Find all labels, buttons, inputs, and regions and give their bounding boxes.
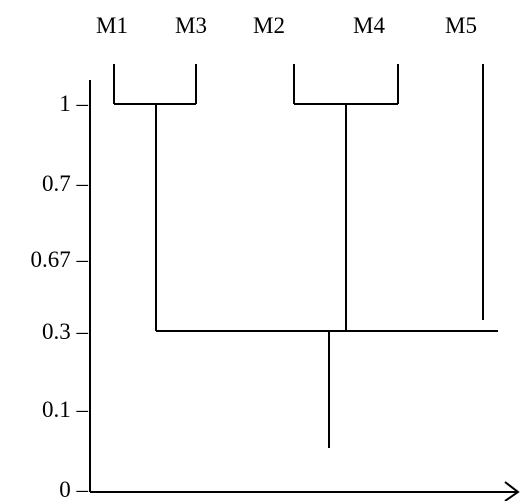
y-tick-label-0.1: 0.1 –: [42, 397, 89, 422]
y-tick-label-0.3: 0.3 –: [42, 319, 89, 344]
x-axis-arrowhead: [504, 481, 520, 501]
y-tick-label-0.7: 0.7 –: [42, 171, 89, 196]
leaf-label-m4: M4: [353, 13, 385, 38]
y-tick-label-1: 1 –: [59, 91, 88, 116]
y-tick-label-0.67: 0.67 –: [31, 247, 89, 272]
y-tick-label-0: 0 –: [59, 477, 88, 501]
leaf-label-m1: M1: [96, 13, 128, 38]
leaf-label-m3: M3: [175, 13, 207, 38]
leaf-label-m2: M2: [253, 13, 285, 38]
leaf-label-m5: M5: [445, 13, 477, 38]
